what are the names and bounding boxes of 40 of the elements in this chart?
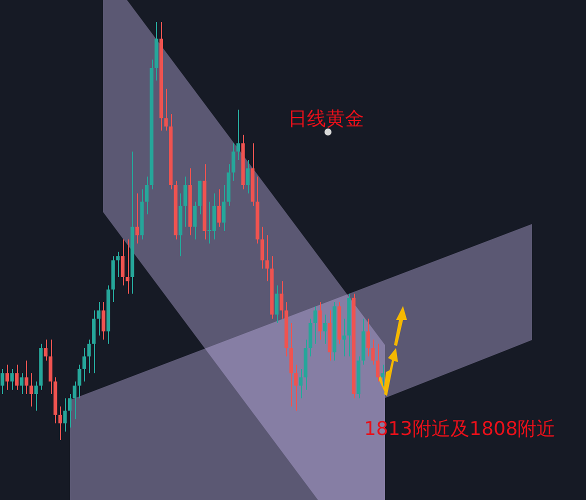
candlestick xyxy=(58,406,62,440)
candlestick xyxy=(68,394,72,428)
candlestick xyxy=(10,368,14,390)
candlestick xyxy=(183,176,188,228)
candlestick xyxy=(96,302,100,336)
candlestick xyxy=(298,368,303,399)
candlestick xyxy=(144,176,149,215)
candlestick xyxy=(135,192,139,244)
candlestick xyxy=(0,368,4,395)
candlestick xyxy=(318,302,322,340)
candlestick xyxy=(5,364,10,390)
candlestick xyxy=(20,372,24,395)
candlestick xyxy=(274,284,279,324)
candlestick xyxy=(82,348,86,382)
candlestick xyxy=(236,109,240,160)
candlestick xyxy=(15,364,19,390)
candlestick xyxy=(265,234,269,282)
candlestick xyxy=(366,318,370,357)
candlestick xyxy=(260,226,264,270)
candlestick xyxy=(29,372,34,408)
candlestick xyxy=(371,339,375,366)
candlestick xyxy=(246,159,250,194)
candlestick xyxy=(294,364,298,412)
candlestick xyxy=(222,184,226,232)
candlestick xyxy=(34,380,38,412)
candlestick xyxy=(342,318,346,357)
candlestick xyxy=(63,398,67,432)
annotation: 日线黄金 xyxy=(288,107,364,132)
candlestick xyxy=(164,88,168,132)
candlestick xyxy=(313,306,318,344)
candlestick xyxy=(102,302,106,340)
candlestick xyxy=(376,343,380,382)
candlestick xyxy=(217,188,221,228)
candlestick xyxy=(87,339,91,374)
candlestick xyxy=(323,314,327,344)
candlestick xyxy=(193,201,197,240)
candlestick xyxy=(116,251,120,278)
candlestick xyxy=(380,364,384,386)
candlestick xyxy=(126,238,130,294)
candlestick xyxy=(24,360,28,395)
